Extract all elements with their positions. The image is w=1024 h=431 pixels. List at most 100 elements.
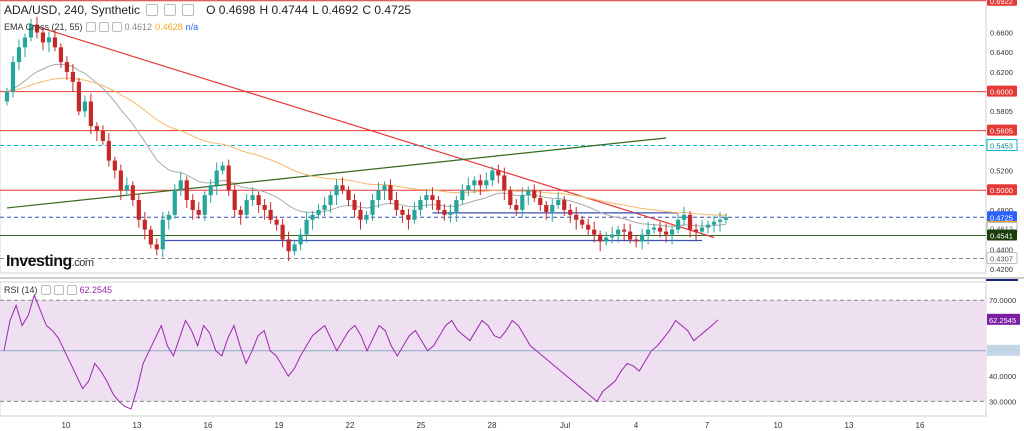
candle-body [220,165,225,171]
candle-body [190,200,195,210]
ema-label[interactable]: EMA Cross (21, 55) [4,22,83,32]
candle-body [604,237,609,242]
close-icon[interactable] [66,285,77,295]
price-pane-border [0,0,987,274]
eye-icon[interactable] [85,22,96,32]
rsi-value-tag-text: 62.2545 [989,316,1016,325]
price-tick-label: 0.4800 [990,206,1013,215]
candle-body [70,71,76,82]
candle-body [478,180,483,186]
candle-body [616,229,621,235]
candle-body [322,204,327,210]
candle-body [442,209,447,215]
candle-body [634,239,639,242]
candle-body [310,214,315,220]
candle-body [580,219,585,225]
price-tick-label: 0.4200 [990,265,1013,274]
candle-body [640,234,645,242]
candle-body [136,200,141,220]
level-price-text: 0.6922 [990,0,1013,6]
candle-body [118,170,123,191]
close-icon[interactable] [182,4,195,16]
price-tick-label: 0.6200 [990,68,1013,77]
candle-body [646,229,651,235]
current-price-text: 0.4541 [990,231,1013,240]
candle-body [502,175,507,191]
candle-body [496,170,501,176]
x-tick-label: 7 [705,421,710,430]
candle-body [130,185,135,201]
settings-icon[interactable] [98,22,109,32]
ema-legend: EMA Cross (21, 55) 0.4612 0.4628 n/a [4,22,198,32]
settings-icon[interactable] [53,285,64,295]
candle-body [328,195,333,205]
level-price-tag-cyan [986,139,1018,152]
candle-body [490,170,495,181]
current-price-tag [987,211,1017,223]
candle-body [598,234,603,242]
candle-body [520,195,525,210]
candle-body [142,219,147,230]
candle-body [526,190,531,196]
level-price-tag [987,124,1017,136]
x-tick-label: 19 [275,421,284,430]
candle-body [663,231,669,235]
candle-body [124,185,129,191]
candle-body [370,200,375,215]
candle-body [723,217,729,220]
x-tick-label: 4 [634,421,639,430]
x-tick-label: 10 [774,421,783,430]
x-tick-label: 22 [346,421,355,430]
candle-body [154,244,159,250]
candle-body [172,190,177,215]
eye-icon[interactable] [40,285,51,295]
candle-body [376,190,381,201]
candle-body [64,62,70,72]
candle-body [52,37,58,48]
x-tick-label: 25 [417,421,426,430]
candle-body [208,185,213,196]
settings-icon[interactable] [164,4,177,16]
candle-body [460,190,465,201]
level-price-text: 0.5000 [990,186,1013,195]
close-icon[interactable] [111,22,122,32]
level-price-text-cyan: 0.5453 [990,142,1013,151]
candles [4,16,729,262]
symbol-label[interactable]: ADA/USD, 240, Synthetic [4,3,141,17]
candle-body [148,229,153,245]
candle-body [28,24,34,38]
x-tick-label: 13 [133,421,142,430]
ohlc-close: C 0.4725 [362,3,412,17]
candle-body [472,180,477,186]
eye-icon[interactable] [146,4,159,16]
candle-body [448,211,453,215]
candle-body [550,204,555,212]
candle-body [592,229,597,235]
candle-body [412,209,417,220]
x-tick-label: 13 [845,421,854,430]
price-tick-label: 0.6600 [990,29,1013,38]
candle-body [16,47,22,63]
candle-body [562,200,567,210]
candle-body [538,198,543,205]
x-tick-label: 28 [488,421,497,430]
x-tick-label: 16 [916,421,925,430]
rsi-value-tag [987,313,1020,325]
candle-body [316,209,321,215]
ohlc-open: O 0.4698 [206,3,256,17]
candle-body [430,195,435,201]
candle-body [418,200,423,210]
rsi-label[interactable]: RSI (14) [4,285,38,295]
candle-body [40,32,46,43]
candle-body [574,214,579,220]
candle-body [88,101,93,127]
candle-body [544,204,549,212]
candle-body [382,185,387,191]
candle-body [214,170,219,186]
candle-body [304,219,309,235]
candle-body [292,244,297,252]
candle-body [622,229,627,232]
candle-body [388,185,393,201]
rsi-tick-label: 70.0000 [989,296,1016,305]
